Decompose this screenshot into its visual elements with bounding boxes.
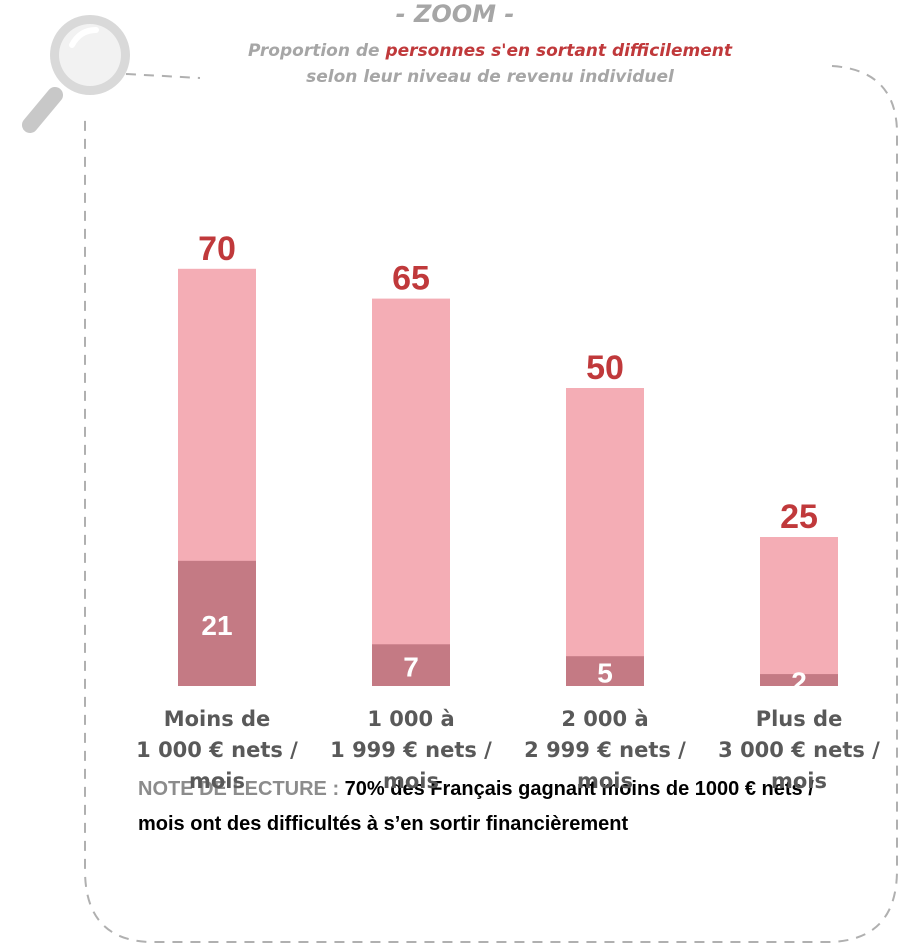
value-label: 70 <box>198 230 236 268</box>
bar <box>178 560 256 686</box>
bar <box>760 674 838 686</box>
subtitle-text: Proportion de <box>247 41 386 61</box>
subtitle-highlight: personnes s'en sortant difficilement <box>385 41 733 61</box>
bar <box>372 644 450 686</box>
value-label: 21 <box>201 610 232 641</box>
x-tick-label: 1 000 à 1 999 € nets / mois <box>330 707 492 793</box>
title: - ZOOM - <box>395 0 515 28</box>
reading-note: NOTE DE LECTURE : 70% des Français gagna… <box>138 772 858 842</box>
bar <box>760 537 838 686</box>
note-text: 70% des Français gagnant moins de 1000 €… <box>138 778 814 835</box>
subtitle-line: selon leur niveau de revenu individuel <box>306 67 674 87</box>
x-tick-label: Moins de 1 000 € nets / mois <box>136 707 298 793</box>
x-tick-label: Plus de 3 000 € nets / mois <box>718 707 880 793</box>
value-label: 2 <box>791 666 807 697</box>
value-label: 5 <box>597 657 613 688</box>
bar <box>372 298 450 686</box>
bar <box>566 388 644 686</box>
note-label: NOTE DE LECTURE : <box>138 778 345 800</box>
x-tick-label: 2 000 à 2 999 € nets / mois <box>524 707 686 793</box>
subtitle: Proportion de personnes s'en sortant dif… <box>150 38 830 90</box>
value-label: 65 <box>392 260 430 298</box>
value-label: 25 <box>780 498 818 536</box>
bar <box>566 656 644 686</box>
value-label: 7 <box>403 652 419 683</box>
value-label: 50 <box>586 349 624 387</box>
magnifier-icon <box>22 15 130 133</box>
